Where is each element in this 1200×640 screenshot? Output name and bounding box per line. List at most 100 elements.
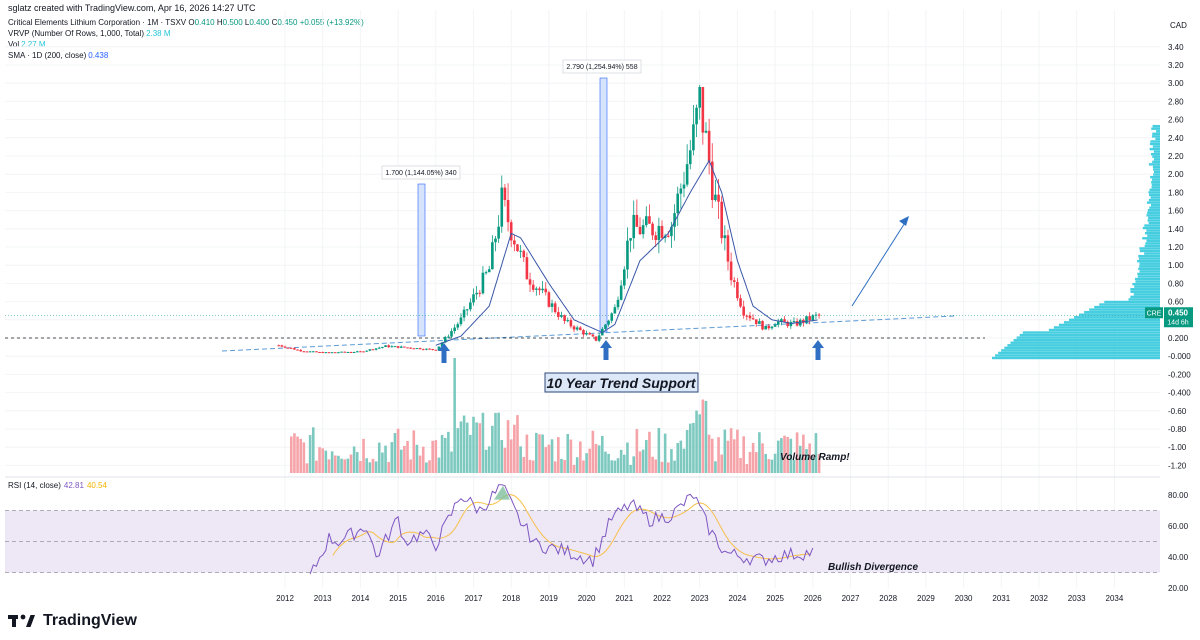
legend-vrvp-row[interactable]: VRVP (Number Of Rows, 1,000, Total) 2.38 … bbox=[8, 29, 171, 39]
candle-body bbox=[786, 321, 789, 327]
volume-bar bbox=[817, 453, 821, 473]
volume-profile-row bbox=[1144, 244, 1160, 248]
price-axis-tick: 3.00 bbox=[1168, 79, 1184, 88]
volume-bar bbox=[704, 400, 708, 473]
time-axis-label: 2022 bbox=[653, 594, 671, 603]
price-axis-tick: 1.20 bbox=[1168, 243, 1184, 252]
candle-body bbox=[465, 309, 469, 311]
candle-body bbox=[425, 348, 428, 350]
measure-range-2 bbox=[599, 77, 608, 333]
volume-bar bbox=[795, 432, 799, 473]
candle-body bbox=[324, 352, 328, 354]
volume-bar bbox=[428, 460, 431, 473]
tradingview-logo-icon bbox=[8, 614, 35, 627]
candle-body bbox=[726, 235, 730, 262]
tradingview-logo: TradingView bbox=[8, 612, 137, 630]
candle-body bbox=[535, 288, 538, 290]
legend-close: 0.450 bbox=[277, 18, 298, 27]
candle-body bbox=[443, 336, 447, 343]
volume-bar bbox=[745, 464, 749, 473]
candle-body bbox=[758, 321, 761, 324]
volume-bar bbox=[406, 440, 409, 473]
candle-body bbox=[579, 327, 582, 331]
volume-profile-row bbox=[1132, 282, 1160, 286]
projection-arrowhead bbox=[899, 216, 909, 226]
volume-bar bbox=[337, 455, 340, 473]
symbol-badge[interactable] bbox=[1145, 307, 1163, 319]
volume-bar bbox=[566, 433, 570, 473]
volume-profile-row bbox=[1155, 137, 1160, 141]
time-axis-label: 2016 bbox=[427, 594, 445, 603]
volume-bar bbox=[365, 458, 368, 473]
volume-profile-row bbox=[1149, 206, 1160, 209]
volume-bar bbox=[736, 429, 739, 473]
candle-body bbox=[497, 226, 500, 239]
last-price-value: 0.450 bbox=[1168, 308, 1189, 317]
legend-vol-row[interactable]: Vol 2.27 M bbox=[8, 40, 46, 50]
volume-bar bbox=[305, 463, 309, 473]
candle-body bbox=[660, 225, 664, 238]
candle-body bbox=[607, 320, 610, 325]
legend-symbol[interactable]: Critical Elements Lithium Corporation · … bbox=[8, 18, 187, 27]
volume-profile-row bbox=[1128, 298, 1160, 301]
volume-profile-row bbox=[1152, 155, 1160, 158]
volume-bar bbox=[742, 436, 745, 473]
candle-body bbox=[585, 333, 588, 335]
volume-bar bbox=[557, 437, 560, 473]
legend-vrvp-value: 2.38 M bbox=[146, 29, 171, 38]
volume-bar bbox=[418, 455, 422, 473]
candle-body bbox=[811, 315, 815, 321]
volume-profile-row bbox=[1130, 290, 1160, 293]
volume-profile-row bbox=[1152, 124, 1160, 128]
volume-profile-row bbox=[1147, 234, 1160, 237]
volume-bar bbox=[588, 448, 592, 473]
price-axis-tick: 1.00 bbox=[1168, 261, 1184, 270]
candle-body bbox=[299, 349, 303, 352]
volume-bar bbox=[368, 462, 372, 473]
candle-body bbox=[459, 317, 463, 325]
volume-profile-row bbox=[1153, 150, 1160, 153]
candle-body bbox=[487, 269, 491, 273]
candle-body bbox=[513, 240, 516, 245]
volume-bar bbox=[783, 435, 786, 473]
candle-body bbox=[701, 86, 705, 133]
volume-profile-row bbox=[1147, 209, 1160, 212]
candle-body bbox=[745, 315, 749, 317]
last-price-badge[interactable] bbox=[1164, 307, 1193, 328]
candle-body bbox=[406, 347, 409, 349]
legend-sma-row[interactable]: SMA · 1D (200, close) 0.438 bbox=[8, 51, 108, 61]
time-axis-label: 2033 bbox=[1068, 594, 1086, 603]
candle-body bbox=[710, 161, 714, 201]
candle-body bbox=[289, 347, 293, 349]
volume-bar bbox=[638, 451, 642, 473]
support-arrow-icon bbox=[438, 343, 450, 363]
legend-rsi-row[interactable]: RSI (14, close) 42.81 40.54 bbox=[8, 481, 107, 490]
volume-bar bbox=[732, 439, 736, 473]
volume-profile-row bbox=[1145, 242, 1160, 245]
time-axis-label: 2031 bbox=[992, 594, 1010, 603]
volume-profile-row bbox=[1099, 303, 1160, 306]
volume-bar bbox=[437, 457, 441, 473]
volume-profile-row bbox=[1144, 252, 1160, 255]
volume-profile-row bbox=[1022, 331, 1160, 334]
volume-profile-row bbox=[1153, 170, 1160, 174]
volume-bar bbox=[754, 452, 758, 473]
candle-body bbox=[399, 346, 403, 348]
candle-body bbox=[770, 326, 774, 329]
rsi-axis-tick: 40.00 bbox=[1168, 553, 1189, 562]
time-axis-label: 2015 bbox=[389, 594, 407, 603]
candle-body bbox=[387, 345, 390, 348]
time-axis-label: 2012 bbox=[276, 594, 294, 603]
time-axis-label: 2017 bbox=[465, 594, 483, 603]
candle-body bbox=[685, 164, 689, 185]
volume-bar bbox=[384, 445, 387, 473]
candle-body bbox=[805, 316, 808, 323]
price-axis-tick: 0.60 bbox=[1168, 298, 1184, 307]
price-axis-tick: 2.80 bbox=[1168, 97, 1184, 106]
volume-bar bbox=[666, 462, 670, 473]
volume-profile-row bbox=[1137, 272, 1160, 276]
volume-profile-row bbox=[1148, 163, 1160, 166]
volume-bar bbox=[396, 428, 400, 473]
candle-body bbox=[732, 280, 736, 282]
